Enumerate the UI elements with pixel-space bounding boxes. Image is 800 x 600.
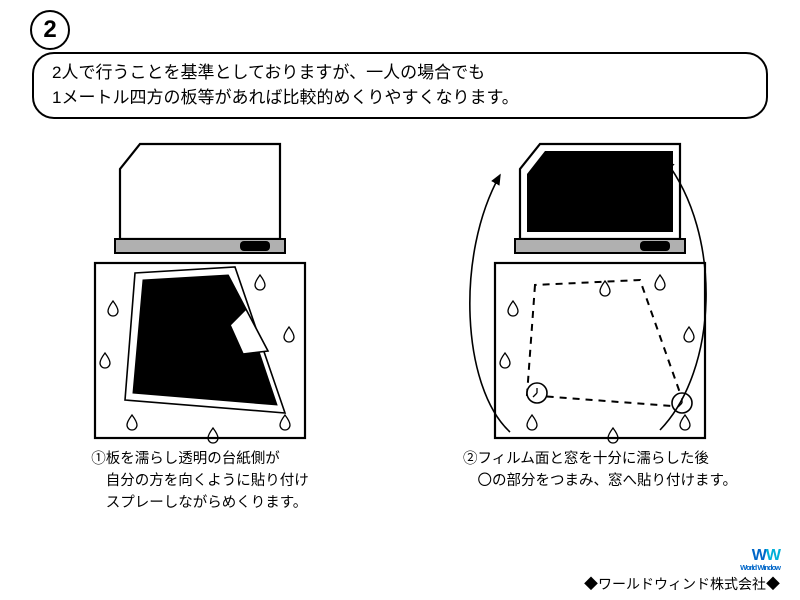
instruction-header: 2人で行うことを基準としておりますが、一人の場合でも 1メートル四方の板等があれ… bbox=[32, 52, 768, 119]
header-line-2: 1メートル四方の板等があれば比較的めくりやすくなります。 bbox=[52, 86, 748, 111]
header-line-1: 2人で行うことを基準としておりますが、一人の場合でも bbox=[52, 61, 748, 86]
step-number: 2 bbox=[43, 16, 56, 44]
company-name: ◆ワールドウィンド株式会社◆ bbox=[584, 574, 780, 594]
brand-logo: WW World Window bbox=[584, 547, 780, 572]
panel-left: ①板を濡らし透明の台紙側が 自分の方を向くように貼り付け スプレーしながらめくり… bbox=[0, 127, 400, 517]
right-window-icon bbox=[485, 134, 715, 254]
left-board-icon bbox=[85, 255, 315, 445]
logo-w2: W bbox=[766, 547, 780, 564]
left-caption: ①板を濡らし透明の台紙側が 自分の方を向くように貼り付け スプレーしながらめくり… bbox=[91, 449, 309, 514]
panel-right: ②フィルム面と窓を十分に濡らした後 〇の部分をつまみ、窓へ貼り付けます。 bbox=[400, 127, 800, 517]
logo-subtext: World Window bbox=[584, 565, 780, 572]
footer: WW World Window ◆ワールドウィンド株式会社◆ bbox=[584, 547, 780, 594]
instruction-panels: ①板を濡らし透明の台紙側が 自分の方を向くように貼り付け スプレーしながらめくり… bbox=[0, 127, 800, 517]
step-number-badge: 2 bbox=[30, 10, 70, 50]
right-caption: ②フィルム面と窓を十分に濡らした後 〇の部分をつまみ、窓へ貼り付けます。 bbox=[463, 449, 737, 493]
logo-w1: W bbox=[752, 547, 766, 564]
left-window-icon bbox=[85, 134, 315, 254]
right-board-icon bbox=[485, 255, 715, 445]
